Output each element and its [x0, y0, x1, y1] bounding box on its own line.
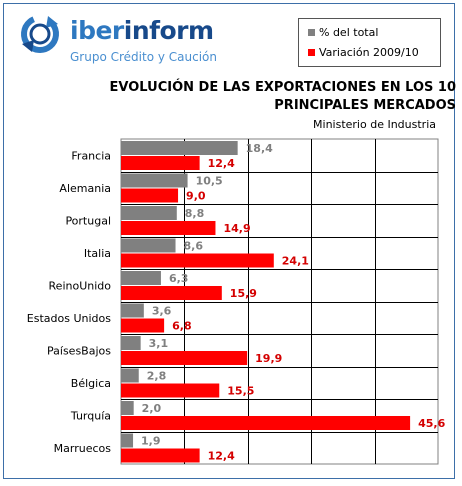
bar-total [121, 173, 188, 188]
data-label-variacion: 12,4 [208, 157, 235, 170]
bar-total [121, 433, 134, 448]
category-label: Francia [71, 149, 111, 162]
data-label-variacion: 24,1 [282, 255, 309, 268]
data-label-total: 8,8 [185, 207, 205, 220]
legend-label-total: % del total [319, 26, 379, 39]
bar-variacion [121, 286, 222, 300]
data-label-total: 1,9 [141, 435, 161, 448]
data-label-variacion: 14,9 [223, 222, 250, 235]
data-label-variacion: 9,0 [186, 190, 206, 203]
chart-subtitle: Ministerio de Industria [313, 118, 436, 131]
bar-total [121, 238, 176, 253]
data-label-total: 3,1 [149, 337, 169, 350]
plot-area [120, 138, 439, 465]
bar-variacion [121, 351, 248, 365]
data-label-total: 3,6 [152, 305, 172, 318]
legend-item-total: % del total [308, 26, 378, 40]
bar-total [121, 141, 238, 155]
brand-name: iberinform [70, 16, 214, 45]
category-label: Italia [84, 247, 111, 260]
chart-title-line-1: EVOLUCIÓN DE LAS EXPORTACIONES EN LOS 10 [109, 80, 456, 95]
data-label-variacion: 15,9 [230, 287, 257, 300]
bar-variacion [121, 416, 411, 430]
bar-total [121, 206, 177, 220]
bar-variacion [121, 383, 220, 398]
bar-total [121, 336, 141, 350]
data-label-total: 2,0 [142, 402, 162, 415]
brand-tagline: Grupo Crédito y Caución [70, 50, 217, 64]
category-label: PaísesBajos [47, 344, 111, 357]
data-label-variacion: 6,8 [172, 320, 192, 333]
chart-title: EVOLUCIÓN DE LAS EXPORTACIONES EN LOS 10… [80, 79, 456, 115]
chart-legend: % del total Variación 2009/10 [298, 18, 441, 67]
data-label-total: 6,3 [169, 272, 189, 285]
brand-logo: iberinform Grupo Crédito y Caución [18, 12, 218, 72]
bar-total [121, 368, 139, 383]
bar-variacion [121, 253, 274, 268]
brand-name-part2: inform [123, 16, 214, 45]
category-label: Turquía [70, 409, 111, 422]
legend-label-variacion: Variación 2009/10 [319, 46, 419, 59]
data-label-variacion: 45,6 [418, 417, 445, 430]
chart-title-line-2: PRINCIPALES MERCADOS [274, 98, 456, 113]
bar-variacion [121, 318, 165, 333]
data-label-total: 2,8 [147, 370, 167, 383]
bar-variacion [121, 221, 216, 235]
bar-variacion [121, 448, 200, 463]
bar-variacion [121, 156, 200, 170]
circular-arrows-icon [21, 15, 59, 53]
data-label-total: 10,5 [196, 175, 223, 188]
data-label-variacion: 19,9 [255, 352, 282, 365]
legend-item-variacion: Variación 2009/10 [308, 46, 419, 60]
bar-total [121, 401, 134, 415]
bar-total [121, 271, 161, 285]
legend-swatch-variacion [308, 48, 315, 56]
bar-total [121, 303, 144, 318]
category-label: Estados Unidos [27, 312, 111, 325]
data-label-variacion: 15,5 [227, 385, 254, 398]
category-label: Bélgica [71, 377, 111, 390]
category-label: Alemania [59, 182, 111, 195]
data-label-variacion: 12,4 [208, 450, 235, 463]
category-label: Portugal [65, 214, 111, 227]
data-label-total: 8,6 [184, 240, 204, 253]
legend-swatch-total [308, 28, 315, 36]
brand-name-part1: iber [70, 16, 124, 45]
category-label: ReinoUnido [49, 279, 112, 292]
data-label-total: 18,4 [246, 142, 273, 155]
category-label: Marruecos [54, 442, 112, 455]
bar-variacion [121, 188, 179, 203]
